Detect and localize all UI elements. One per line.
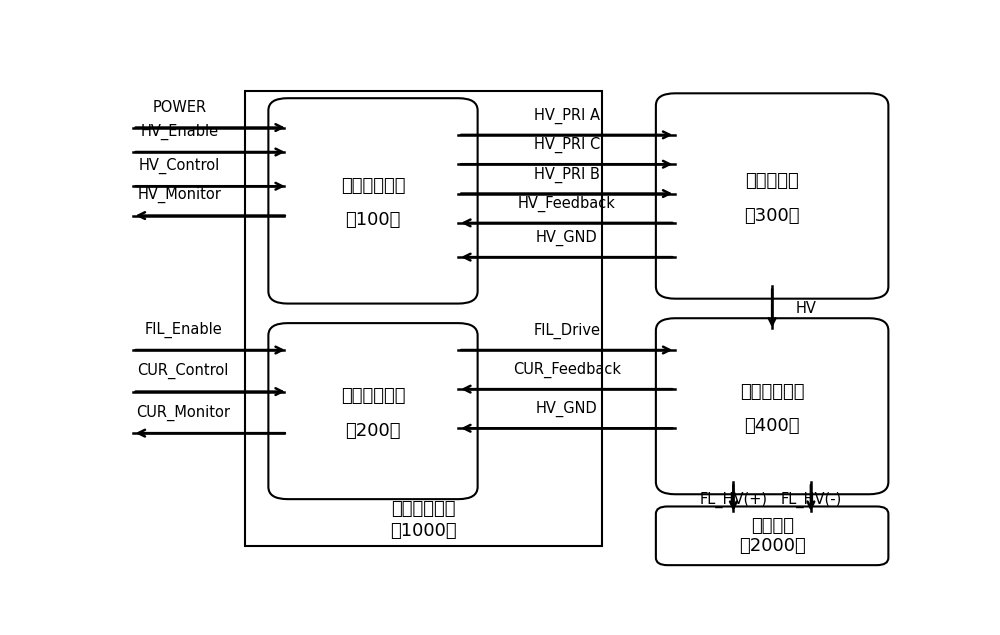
FancyBboxPatch shape xyxy=(268,323,478,499)
Text: HV_Monitor: HV_Monitor xyxy=(137,187,221,203)
Text: 浮地高压拓扑: 浮地高压拓扑 xyxy=(740,382,804,401)
Text: （200）: （200） xyxy=(345,422,401,439)
Text: 高压控制电路: 高压控制电路 xyxy=(341,177,405,195)
Text: POWER: POWER xyxy=(152,100,206,116)
Text: HV_GND: HV_GND xyxy=(536,401,598,417)
Text: FIL_Enable: FIL_Enable xyxy=(144,321,222,338)
FancyBboxPatch shape xyxy=(268,98,478,304)
Text: HV_PRI C: HV_PRI C xyxy=(534,137,600,154)
Text: HV_Feedback: HV_Feedback xyxy=(518,196,616,212)
Text: 高压模块: 高压模块 xyxy=(751,517,794,535)
Text: CUR_Feedback: CUR_Feedback xyxy=(513,362,621,378)
Text: FL_HV(-): FL_HV(-) xyxy=(780,491,842,508)
Text: HV_PRI B: HV_PRI B xyxy=(534,166,600,183)
FancyBboxPatch shape xyxy=(656,318,888,494)
Text: （2000）: （2000） xyxy=(739,537,806,554)
Text: HV_PRI A: HV_PRI A xyxy=(534,108,600,124)
Text: （1000）: （1000） xyxy=(390,522,457,540)
Text: CUR_Monitor: CUR_Monitor xyxy=(136,404,230,421)
Text: FIL_Drive: FIL_Drive xyxy=(533,323,600,339)
Text: CUR_Control: CUR_Control xyxy=(137,363,229,379)
Text: 电流控制电路: 电流控制电路 xyxy=(341,387,405,406)
Text: （400）: （400） xyxy=(744,417,800,435)
Text: （300）: （300） xyxy=(744,206,800,225)
FancyBboxPatch shape xyxy=(656,93,888,298)
FancyBboxPatch shape xyxy=(656,507,888,565)
Text: （100）: （100） xyxy=(345,211,401,229)
Text: 低压控制电路: 低压控制电路 xyxy=(391,500,456,518)
Bar xyxy=(245,91,602,545)
Text: 负高压电源: 负高压电源 xyxy=(745,172,799,190)
Text: FL_HV(+): FL_HV(+) xyxy=(699,491,767,508)
Text: HV_Control: HV_Control xyxy=(139,157,220,174)
Text: HV_GND: HV_GND xyxy=(536,230,598,246)
Text: HV_Enable: HV_Enable xyxy=(140,124,218,140)
Text: HV: HV xyxy=(795,301,816,316)
